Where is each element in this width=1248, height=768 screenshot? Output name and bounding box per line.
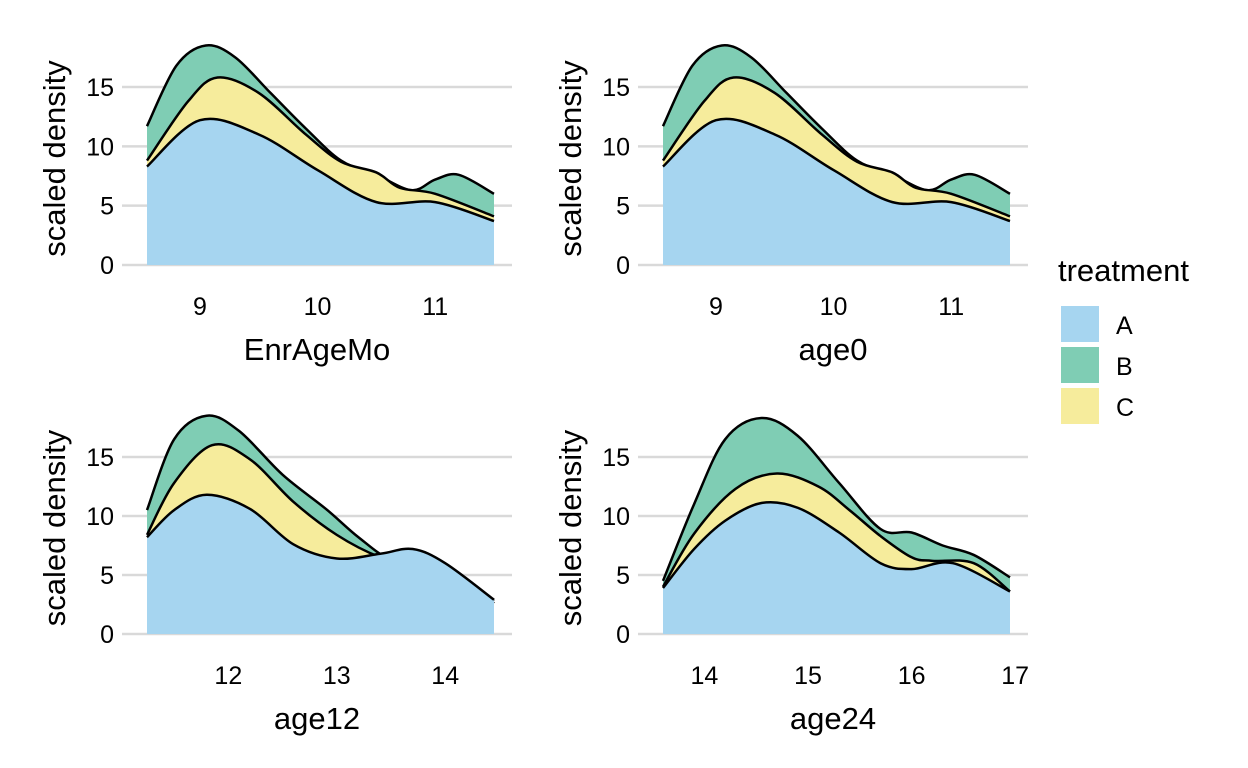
x-axis-title: age12 xyxy=(274,701,360,736)
y-tick-label: 5 xyxy=(616,562,630,590)
line-b xyxy=(145,44,495,195)
line-b xyxy=(661,44,1011,195)
x-tick-label: 11 xyxy=(422,293,448,321)
area-a xyxy=(147,494,494,634)
x-tick-label: 9 xyxy=(193,293,207,321)
x-tick-label: 14 xyxy=(691,662,719,690)
y-tick-label: 0 xyxy=(616,252,630,280)
x-axis-title: age0 xyxy=(799,332,868,367)
line-a xyxy=(662,117,1011,223)
area-a xyxy=(663,502,1010,634)
y-tick-label: 15 xyxy=(86,74,114,102)
line-c xyxy=(661,76,1011,218)
x-tick-label: 11 xyxy=(938,293,964,321)
legend-swatch-a xyxy=(1061,306,1099,342)
y-tick-label: 10 xyxy=(86,503,114,531)
panel-1: 0 5 10 15 9 10 11 EnrAgeMo scaled density xyxy=(37,44,512,367)
line-a xyxy=(146,493,495,601)
legend-entry-b: B xyxy=(1061,347,1133,383)
legend-entry-a: A xyxy=(1061,306,1133,342)
x-tick-label: 17 xyxy=(1001,662,1029,690)
panel-4: 0 5 10 15 14 15 16 17 age24 scaled density xyxy=(553,416,1029,736)
y-tick-label: 5 xyxy=(100,193,114,221)
y-tick-label: 15 xyxy=(86,444,114,472)
legend-swatch-c xyxy=(1061,388,1099,424)
x-tick-label: 16 xyxy=(898,662,926,690)
y-tick-label: 0 xyxy=(100,621,114,649)
x-tick-label: 9 xyxy=(709,293,723,321)
x-axis-title: EnrAgeMo xyxy=(244,332,390,367)
area-a xyxy=(663,118,1010,265)
x-tick-label: 14 xyxy=(431,662,459,690)
y-tick-label: 0 xyxy=(616,621,630,649)
legend: treatment A B C xyxy=(1058,253,1189,424)
legend-label-c: C xyxy=(1116,394,1134,422)
x-axis-title: age24 xyxy=(790,701,876,736)
y-axis-title: scaled density xyxy=(37,60,72,257)
x-tick-label: 13 xyxy=(323,662,351,690)
line-c xyxy=(145,76,495,218)
panel-2: 0 5 10 15 9 10 11 age0 scaled density xyxy=(553,44,1028,367)
y-tick-label: 10 xyxy=(602,133,630,161)
panels: 0 5 10 15 9 10 11 EnrAgeMo scaled density 0 5 10 15 9… xyxy=(37,44,1029,736)
y-axis-title: scaled density xyxy=(553,60,588,257)
area-a xyxy=(147,118,494,265)
x-tick-label: 10 xyxy=(304,293,332,321)
x-tick-label: 10 xyxy=(820,293,848,321)
x-tick-label: 12 xyxy=(214,662,242,690)
line-a xyxy=(146,117,495,223)
y-tick-label: 10 xyxy=(86,133,114,161)
y-axis-title: scaled density xyxy=(37,429,72,626)
line-a xyxy=(662,500,1011,593)
legend-swatch-b xyxy=(1061,347,1099,383)
y-tick-label: 0 xyxy=(100,252,114,280)
y-tick-label: 15 xyxy=(602,444,630,472)
y-tick-label: 5 xyxy=(616,193,630,221)
y-tick-label: 15 xyxy=(602,74,630,102)
y-tick-label: 5 xyxy=(100,562,114,590)
legend-entry-c: C xyxy=(1061,388,1134,424)
line-b xyxy=(661,416,1011,582)
x-tick-label: 15 xyxy=(794,662,822,690)
y-tick-label: 10 xyxy=(602,503,630,531)
legend-title: treatment xyxy=(1058,253,1189,288)
panel-3: 0 5 10 15 12 13 14 age12 scaled density xyxy=(37,414,512,736)
line-c xyxy=(661,472,1011,593)
legend-label-b: B xyxy=(1116,353,1133,381)
legend-label-a: A xyxy=(1116,312,1133,340)
y-axis-title: scaled density xyxy=(553,429,588,626)
